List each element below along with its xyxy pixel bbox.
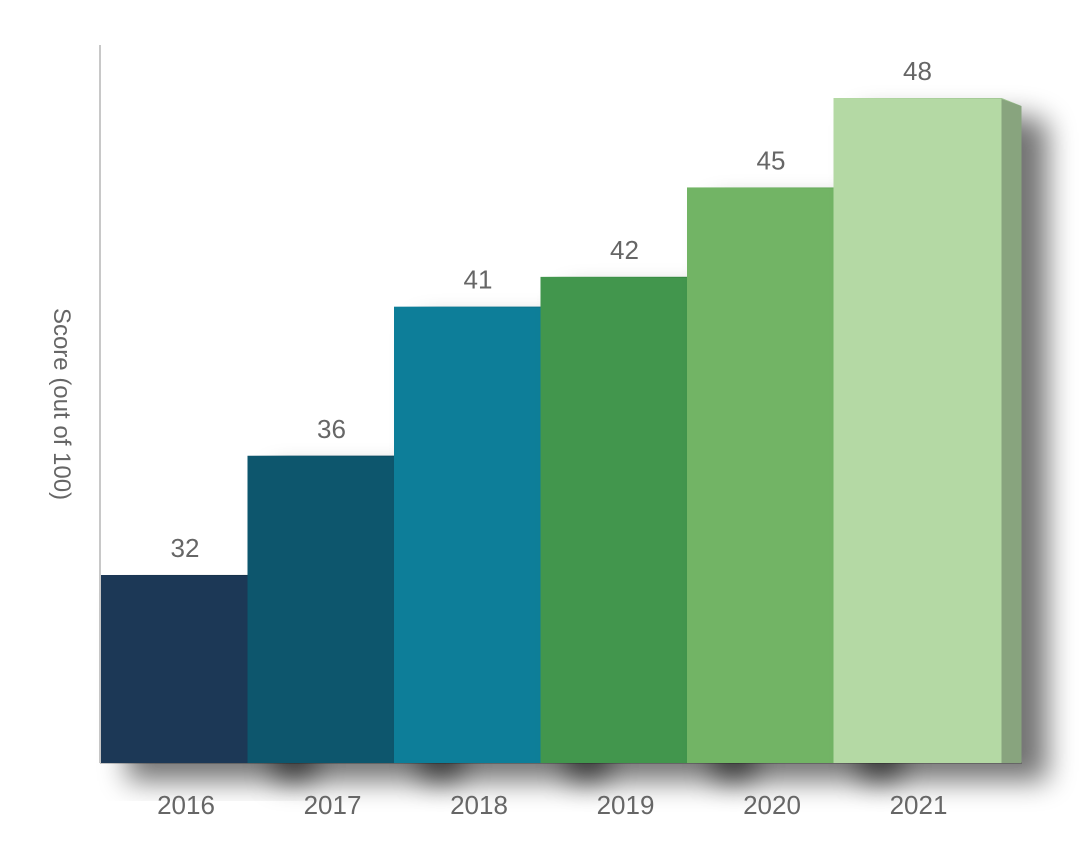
bar-2021 <box>833 98 1022 763</box>
x-tick-label: 2018 <box>450 790 508 820</box>
bar-top-edge <box>833 98 1022 106</box>
data-label: 32 <box>171 533 200 563</box>
x-tick-label: 2020 <box>743 790 801 820</box>
x-tick-label: 2017 <box>304 790 362 820</box>
data-label: 48 <box>903 56 932 86</box>
bar-series: 32 36 41 42 45 48 <box>101 56 1022 763</box>
x-tick-labels: 2016 2017 2018 2019 2020 2021 <box>157 790 947 820</box>
data-label: 41 <box>464 265 493 295</box>
data-label: 42 <box>610 235 639 265</box>
data-label: 45 <box>757 145 786 175</box>
x-tick-label: 2021 <box>890 790 948 820</box>
bar-side-face <box>1001 98 1022 763</box>
bar-front-face <box>540 276 709 763</box>
bar-front-face <box>394 306 562 763</box>
x-tick-label: 2016 <box>157 790 215 820</box>
bar-front-face <box>833 98 1002 763</box>
data-label: 36 <box>317 414 346 444</box>
x-tick-label: 2019 <box>597 790 655 820</box>
y-axis-label: Score (out of 100) <box>48 308 75 500</box>
bar-front-face <box>247 455 416 763</box>
bar-front-face <box>687 187 855 763</box>
bar-front-face <box>101 575 269 763</box>
